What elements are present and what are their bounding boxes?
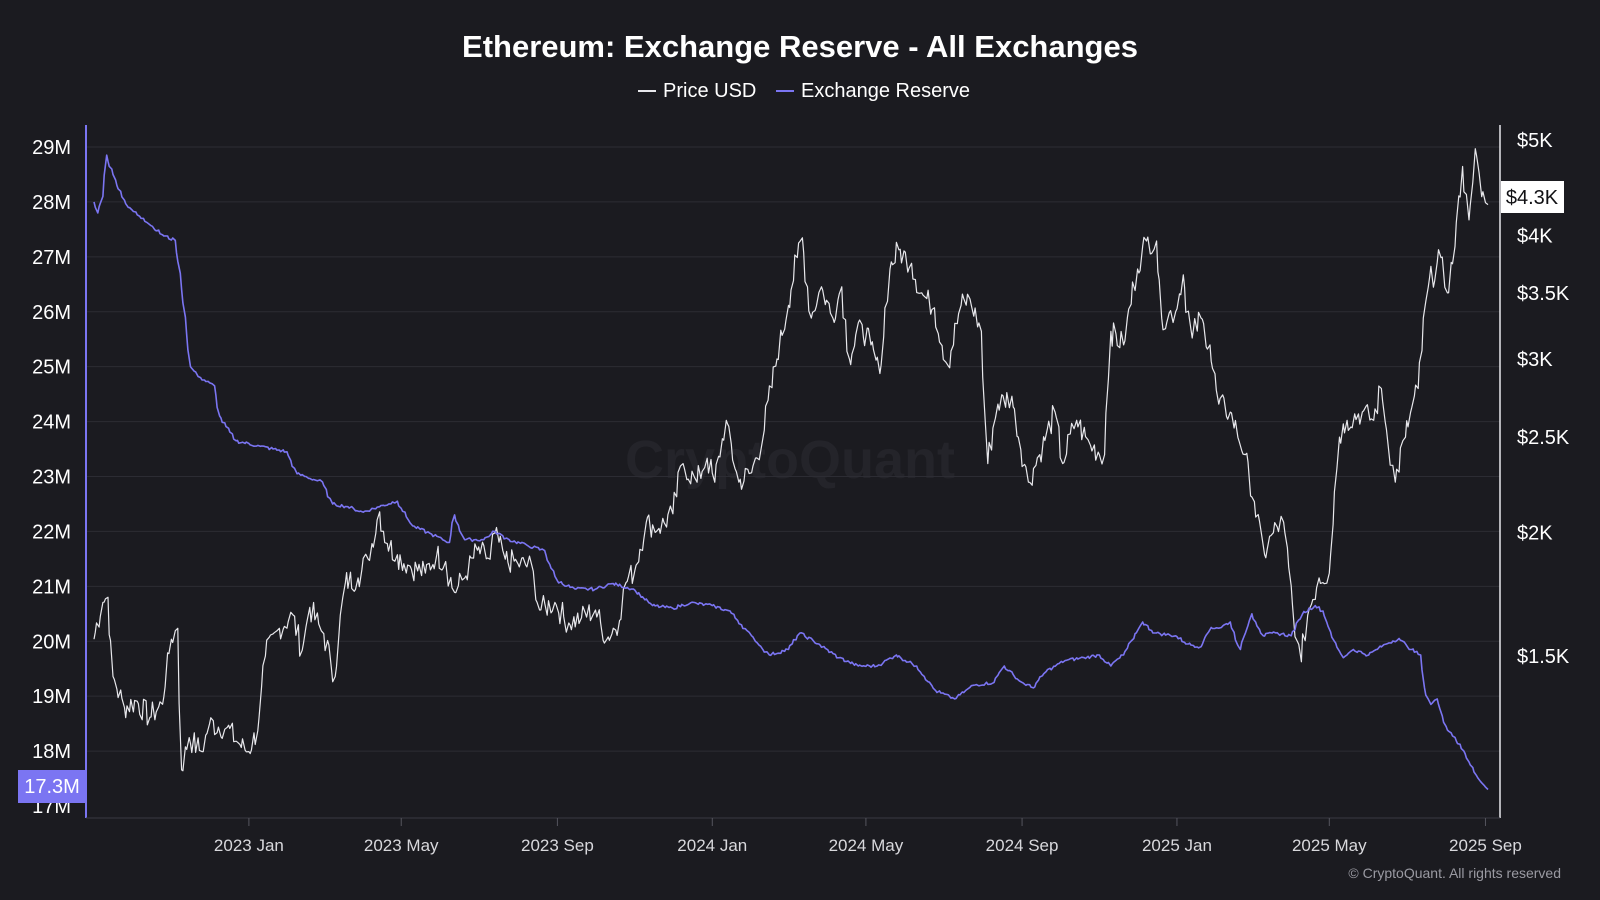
series-line-price-usd [93, 148, 1489, 772]
right-tick-label: $3.5K [1517, 283, 1570, 305]
right-tick-label: $5K [1517, 130, 1553, 152]
left-tick-label: 20M [32, 631, 71, 653]
legend-label-reserve[interactable]: Exchange Reserve [801, 80, 970, 102]
current-price-label: $4.3K [1506, 187, 1559, 209]
right-tick-label: $1.5K [1517, 646, 1570, 668]
copyright-notice: © CryptoQuant. All rights reserved [1348, 865, 1561, 881]
legend: Price USD Exchange Reserve [638, 80, 970, 102]
legend-label-price[interactable]: Price USD [663, 80, 756, 102]
x-tick-label: 2023 Sep [521, 836, 594, 855]
x-tick-label: 2025 Jan [1142, 836, 1212, 855]
left-tick-label: 24M [32, 412, 71, 434]
chart-title: Ethereum: Exchange Reserve - All Exchang… [462, 29, 1138, 64]
left-tick-label: 28M [32, 192, 71, 214]
left-tick-label: 26M [32, 302, 71, 324]
grid-lines [86, 146, 1500, 752]
x-axis-ticks: 2023 Jan 2023 May 2023 Sep 2024 Jan 2024 May… [214, 818, 1522, 855]
current-reserve-badge: 17.3M [18, 770, 85, 803]
current-reserve-label: 17.3M [24, 776, 80, 798]
watermark: CryptoQuant [625, 430, 955, 490]
axes [85, 125, 1501, 819]
x-tick-label: 2025 May [1292, 836, 1367, 855]
left-tick-label: 21M [32, 576, 71, 598]
right-axis-ticks: $5K $4K $3.5K $3K $2.5K $2K $1.5K [1517, 130, 1570, 668]
left-tick-label: 29M [32, 137, 71, 159]
series-line-exchange-reserve [93, 154, 1489, 791]
left-tick-label: 18M [32, 741, 71, 763]
left-tick-label: 19M [32, 686, 71, 708]
right-tick-label: $2K [1517, 523, 1553, 545]
x-tick-label: 2023 Jan [214, 836, 284, 855]
right-tick-label: $2.5K [1517, 427, 1570, 449]
x-tick-label: 2023 May [364, 836, 439, 855]
left-tick-label: 22M [32, 521, 71, 543]
x-tick-label: 2024 Sep [986, 836, 1059, 855]
current-reserve-badge-bg [18, 770, 85, 803]
left-tick-label: 23M [32, 467, 71, 489]
left-tick-label: 25M [32, 357, 71, 379]
x-tick-label: 2024 Jan [677, 836, 747, 855]
current-price-badge-bg [1501, 181, 1564, 213]
x-tick-label: 2025 Sep [1449, 836, 1522, 855]
left-tick-label: 27M [32, 247, 71, 269]
series [93, 148, 1489, 791]
right-tick-label: $3K [1517, 349, 1553, 371]
right-tick-label: $4K [1517, 226, 1553, 248]
current-price-badge: $4.3K [1501, 181, 1564, 213]
x-tick-label: 2024 May [829, 836, 904, 855]
